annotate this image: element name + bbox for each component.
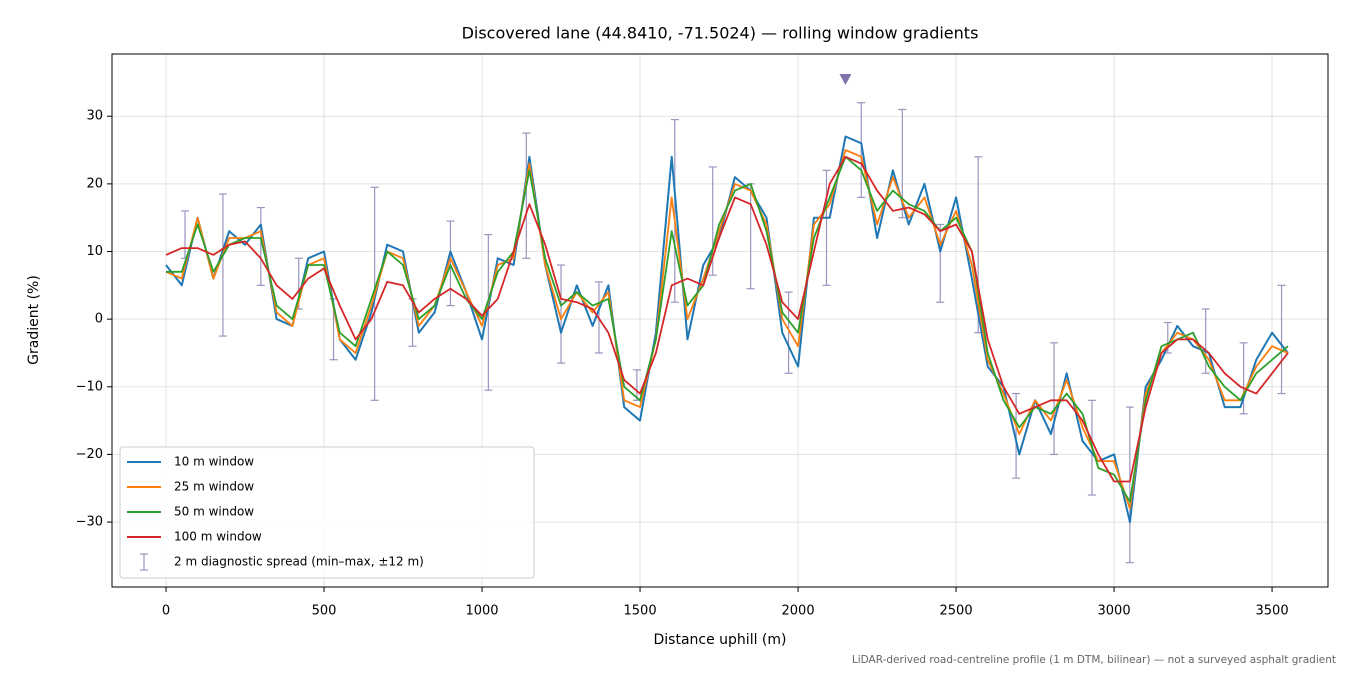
legend-label: 2 m diagnostic spread (min–max, ±12 m) bbox=[174, 555, 424, 569]
legend-label: 10 m window bbox=[174, 455, 254, 469]
error-bar bbox=[1050, 342, 1059, 456]
plot-frame bbox=[111, 53, 1329, 588]
x-tick-label: 1500 bbox=[624, 604, 657, 619]
chart-title: Discovered lane (44.8410, -71.5024) — ro… bbox=[462, 24, 979, 43]
series-line bbox=[165, 155, 1289, 483]
error-bar bbox=[822, 169, 831, 286]
y-tick-label: 30 bbox=[86, 109, 103, 124]
x-tick-label: 1000 bbox=[465, 604, 498, 619]
error-bar bbox=[936, 223, 945, 303]
y-tick-label: −10 bbox=[76, 379, 103, 394]
error-bar bbox=[1012, 392, 1021, 479]
x-axis-label: Distance uphill (m) bbox=[654, 632, 787, 648]
y-tick-label: 0 bbox=[95, 312, 103, 327]
y-tick-label: 20 bbox=[86, 176, 103, 191]
error-bar bbox=[1201, 308, 1210, 374]
error-bar bbox=[522, 132, 531, 259]
error-bar bbox=[1125, 406, 1134, 564]
error-bar bbox=[784, 291, 793, 374]
x-tick-label: 3500 bbox=[1256, 604, 1289, 619]
x-tick-label: 500 bbox=[312, 604, 337, 619]
peak-marker bbox=[839, 74, 852, 86]
error-bar bbox=[256, 206, 265, 286]
error-bar bbox=[1239, 342, 1248, 415]
footnote: LiDAR-derived road-centreline profile (1… bbox=[852, 654, 1336, 666]
x-tick-label: 0 bbox=[162, 604, 170, 619]
y-tick-label: −20 bbox=[76, 447, 103, 462]
legend-label: 100 m window bbox=[174, 530, 262, 544]
error-bar bbox=[857, 102, 866, 198]
legend-label: 50 m window bbox=[174, 505, 254, 519]
legend-label: 25 m window bbox=[174, 480, 254, 494]
error-bar bbox=[218, 193, 227, 337]
error-bar bbox=[446, 220, 455, 307]
x-tick-label: 2500 bbox=[940, 604, 973, 619]
error-bar bbox=[484, 233, 493, 391]
x-tick-label: 3000 bbox=[1098, 604, 1131, 619]
series-line bbox=[166, 155, 1289, 503]
x-tick-label: 2000 bbox=[782, 604, 815, 619]
y-tick-label: −30 bbox=[76, 515, 103, 530]
y-tick-label: 10 bbox=[86, 244, 103, 259]
legend-box bbox=[119, 446, 535, 579]
error-bar bbox=[746, 183, 755, 290]
error-bar bbox=[557, 264, 566, 364]
error-bar bbox=[670, 119, 679, 303]
y-axis-label: Gradient (%) bbox=[26, 275, 42, 365]
error-bar bbox=[1277, 284, 1286, 395]
